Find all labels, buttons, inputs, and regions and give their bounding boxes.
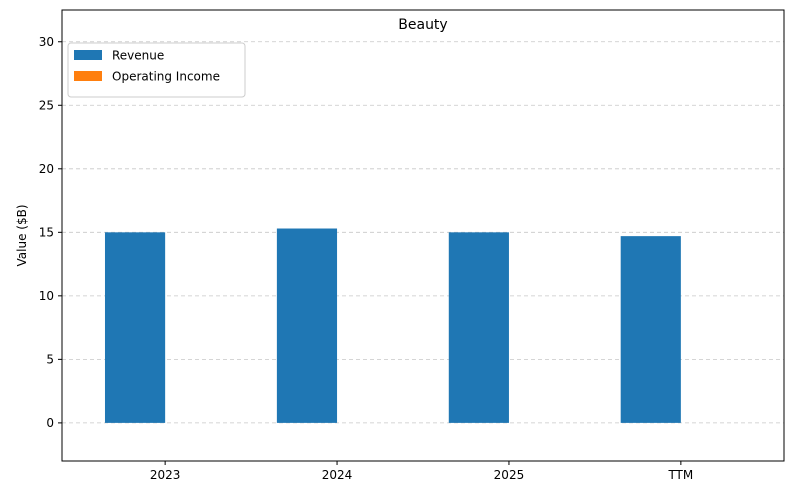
chart-title: Beauty (398, 17, 447, 33)
y-tick-label: 20 (39, 162, 54, 176)
x-tick-label: TTM (667, 468, 693, 482)
legend-swatch (74, 50, 102, 60)
legend-label: Operating Income (112, 70, 220, 84)
bar-revenue (276, 228, 338, 423)
legend-swatch (74, 71, 102, 81)
legend-box (67, 42, 246, 98)
y-tick-label: 5 (46, 352, 54, 366)
legend: Revenue Operating Income (67, 42, 246, 98)
y-axis-label: Value ($B) (15, 205, 29, 267)
y-tick-label: 15 (39, 225, 54, 239)
x-tick-label: 2024 (322, 468, 353, 482)
y-tick-label: 0 (46, 416, 54, 430)
y-axis-ticks: 0 5 10 15 20 25 30 (39, 35, 62, 430)
gridlines (62, 41, 784, 424)
bars (104, 228, 681, 423)
bar-revenue (620, 236, 681, 423)
y-tick-label: 10 (39, 289, 54, 303)
y-tick-label: 30 (39, 35, 54, 49)
y-tick-label: 25 (39, 98, 54, 112)
x-tick-label: 2023 (150, 468, 181, 482)
x-tick-label: 2025 (494, 468, 525, 482)
x-axis-ticks: 2023 2024 2025 TTM (150, 461, 693, 482)
bar-revenue (448, 232, 509, 423)
bar-revenue (104, 232, 166, 423)
legend-label: Revenue (112, 49, 164, 63)
plot-frame (61, 9, 785, 462)
